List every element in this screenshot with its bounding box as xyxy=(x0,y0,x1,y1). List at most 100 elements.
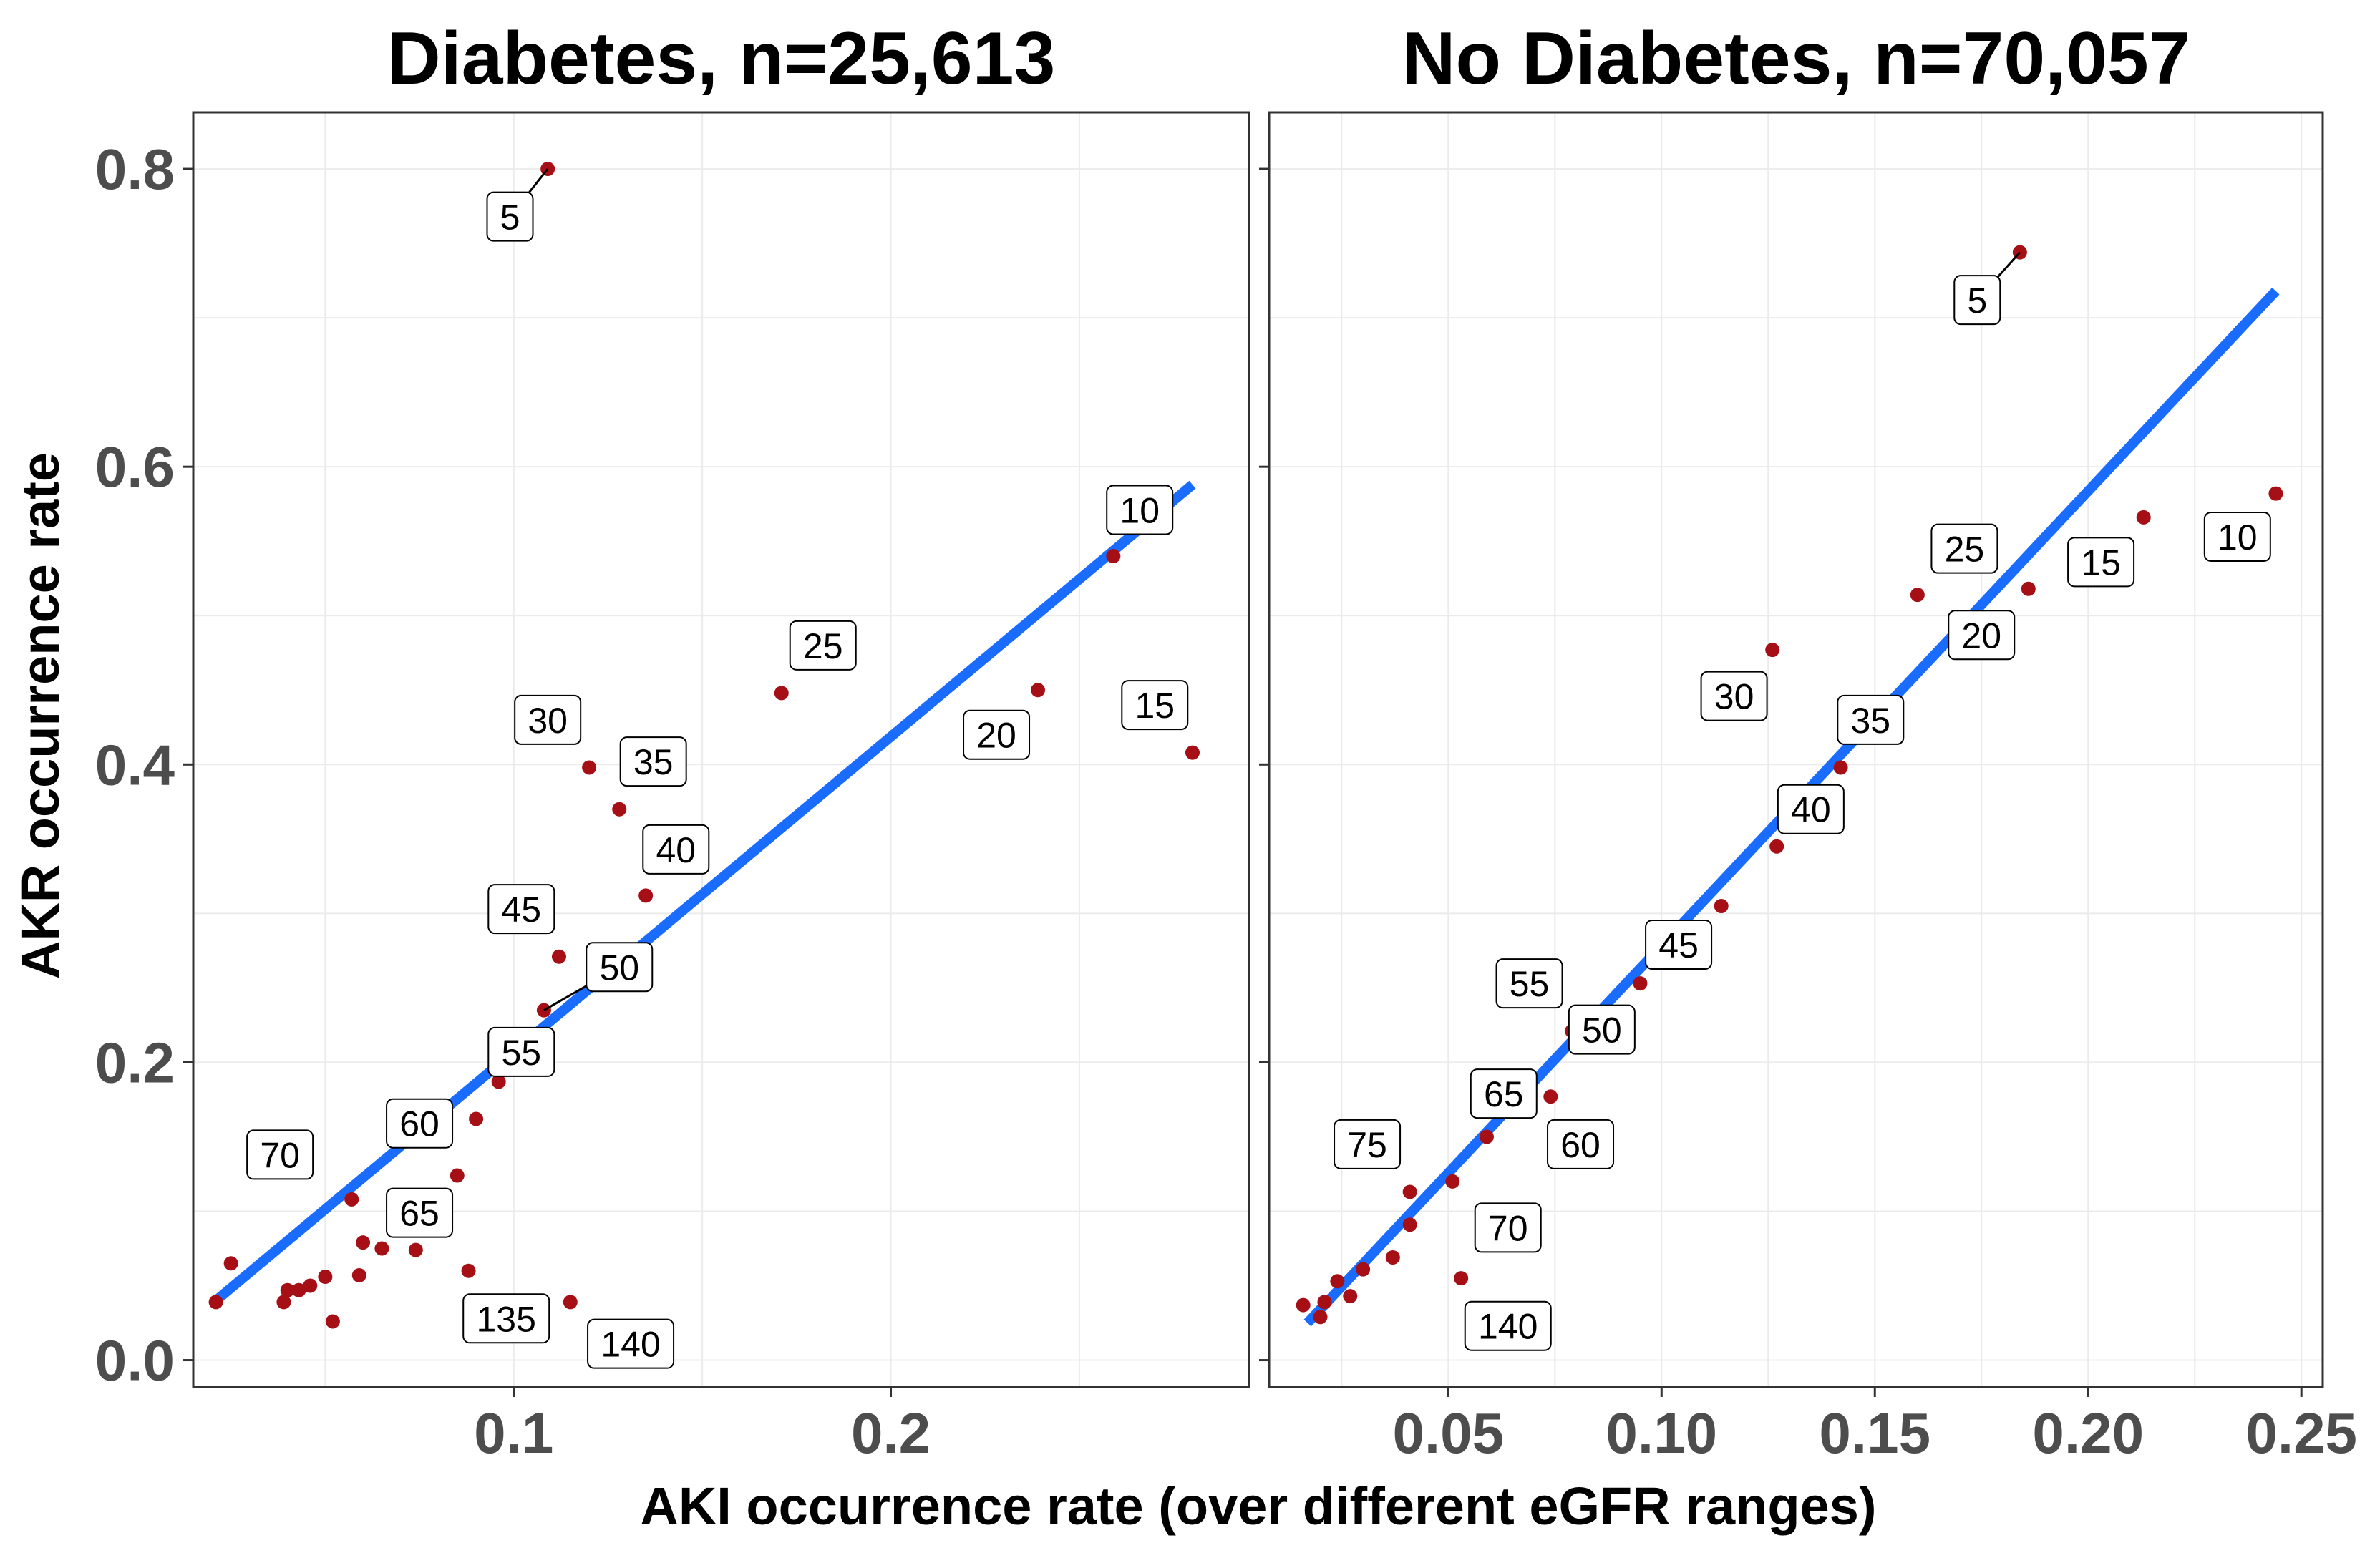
data-point xyxy=(2136,510,2151,525)
point-label: 40 xyxy=(642,824,710,875)
label-box xyxy=(514,694,582,745)
panel-2: 5 10 15 20 25 30 35 40 45 50 55 60 65 70 75 140 0.05 0.10… xyxy=(1259,17,2357,1465)
point-label: 135 xyxy=(462,1293,550,1344)
label-box xyxy=(587,1318,675,1369)
y-tick-label: 0.6 xyxy=(95,435,175,499)
y-axis-label: AKR occurrence rate xyxy=(11,452,70,979)
data-point xyxy=(223,1256,238,1271)
point-label: 65 xyxy=(386,1187,454,1238)
label-box xyxy=(1777,784,1845,834)
data-point xyxy=(1402,1184,1417,1199)
data-point xyxy=(1445,1174,1460,1189)
point-label: 140 xyxy=(1464,1300,1552,1351)
panel-1: 5 10 15 20 25 30 35 40 45 50 55 60 65 70 135 140 0.1 0.2 0… xyxy=(95,17,1250,1465)
data-point xyxy=(1031,683,1045,698)
data-point xyxy=(638,888,654,903)
point-label: 10 xyxy=(1106,485,1174,535)
point-label: 55 xyxy=(487,1026,555,1077)
point-label: 70 xyxy=(246,1129,314,1180)
label-box xyxy=(642,824,710,875)
label-box xyxy=(2067,537,2135,588)
y-tick-label: 0.2 xyxy=(95,1031,175,1094)
label-box xyxy=(487,884,555,935)
data-point xyxy=(1385,1250,1400,1265)
label-box xyxy=(1334,1119,1402,1169)
data-point xyxy=(1833,760,1848,775)
y-tick-label: 0.4 xyxy=(95,733,175,797)
label-text: 60 xyxy=(399,1104,439,1144)
x-tick-label: 0.25 xyxy=(2245,1401,2357,1465)
point-label: 5 xyxy=(486,168,549,242)
point-label: 5 xyxy=(1953,251,2021,326)
point-label: 45 xyxy=(487,884,555,935)
label-text: 10 xyxy=(1119,491,1160,531)
point-label: 30 xyxy=(1700,671,1768,721)
label-text: 5 xyxy=(1967,281,1987,321)
label-text: 140 xyxy=(1478,1307,1538,1347)
label-box xyxy=(1474,1202,1542,1253)
label-box xyxy=(1547,1119,1615,1169)
data-point xyxy=(563,1295,578,1310)
data-point xyxy=(356,1235,371,1250)
label-text: 20 xyxy=(976,716,1016,756)
label-text: 65 xyxy=(399,1194,439,1234)
data-point xyxy=(469,1111,484,1126)
label-text: 60 xyxy=(1560,1125,1601,1165)
label-box xyxy=(2203,511,2271,562)
label-text: 20 xyxy=(1961,615,2001,656)
data-point xyxy=(408,1242,423,1257)
data-point xyxy=(1765,643,1780,658)
data-point xyxy=(551,949,566,964)
data-point xyxy=(2268,486,2283,501)
point-label: 35 xyxy=(1837,694,1905,745)
x-axis-label: AKI occurrence rate (over different eGFR… xyxy=(640,1476,1876,1536)
point-label: 20 xyxy=(963,709,1031,760)
panel-border xyxy=(192,111,1250,1388)
label-box xyxy=(487,1026,555,1077)
label-text: 15 xyxy=(2081,542,2121,583)
point-label: 60 xyxy=(386,1098,454,1149)
data-point xyxy=(491,1074,506,1089)
panel-title: Diabetes, n=25,613 xyxy=(387,17,1056,100)
label-text: 35 xyxy=(1850,701,1890,741)
label-text: 65 xyxy=(1484,1074,1524,1114)
label-text: 55 xyxy=(501,1033,541,1073)
point-label: 140 xyxy=(587,1318,675,1369)
data-point xyxy=(612,802,627,817)
label-text: 25 xyxy=(1945,530,1985,570)
data-point xyxy=(280,1282,295,1297)
label-text: 50 xyxy=(599,948,639,988)
data-point xyxy=(291,1282,306,1297)
data-point xyxy=(276,1295,291,1310)
data-point xyxy=(374,1241,389,1256)
point-label: 25 xyxy=(1930,523,1998,574)
label-text: 45 xyxy=(501,890,541,930)
label-text: 75 xyxy=(1347,1125,1387,1165)
point-label: 15 xyxy=(2067,537,2135,588)
data-point xyxy=(774,686,789,701)
point-label: 50 xyxy=(1568,1004,1636,1055)
label-box xyxy=(1495,958,1563,1009)
x-tick-label: 0.10 xyxy=(1606,1401,1717,1465)
data-point xyxy=(1313,1310,1328,1325)
data-point xyxy=(1106,549,1121,564)
data-point xyxy=(1910,588,1925,603)
data-point xyxy=(351,1267,366,1282)
point-label: 55 xyxy=(1495,958,1563,1009)
label-box xyxy=(1700,671,1768,721)
label-text: 35 xyxy=(633,742,674,782)
label-box xyxy=(1645,920,1713,970)
data-point xyxy=(344,1192,359,1207)
label-text: 70 xyxy=(260,1135,300,1175)
point-label: 40 xyxy=(1777,784,1845,834)
label-text: 70 xyxy=(1488,1208,1528,1248)
data-point xyxy=(1543,1089,1558,1104)
label-box xyxy=(462,1293,550,1344)
label-box xyxy=(619,736,687,787)
label-box xyxy=(246,1129,314,1180)
data-point xyxy=(303,1278,318,1293)
data-point xyxy=(1185,745,1200,760)
point-label: 65 xyxy=(1470,1068,1538,1119)
